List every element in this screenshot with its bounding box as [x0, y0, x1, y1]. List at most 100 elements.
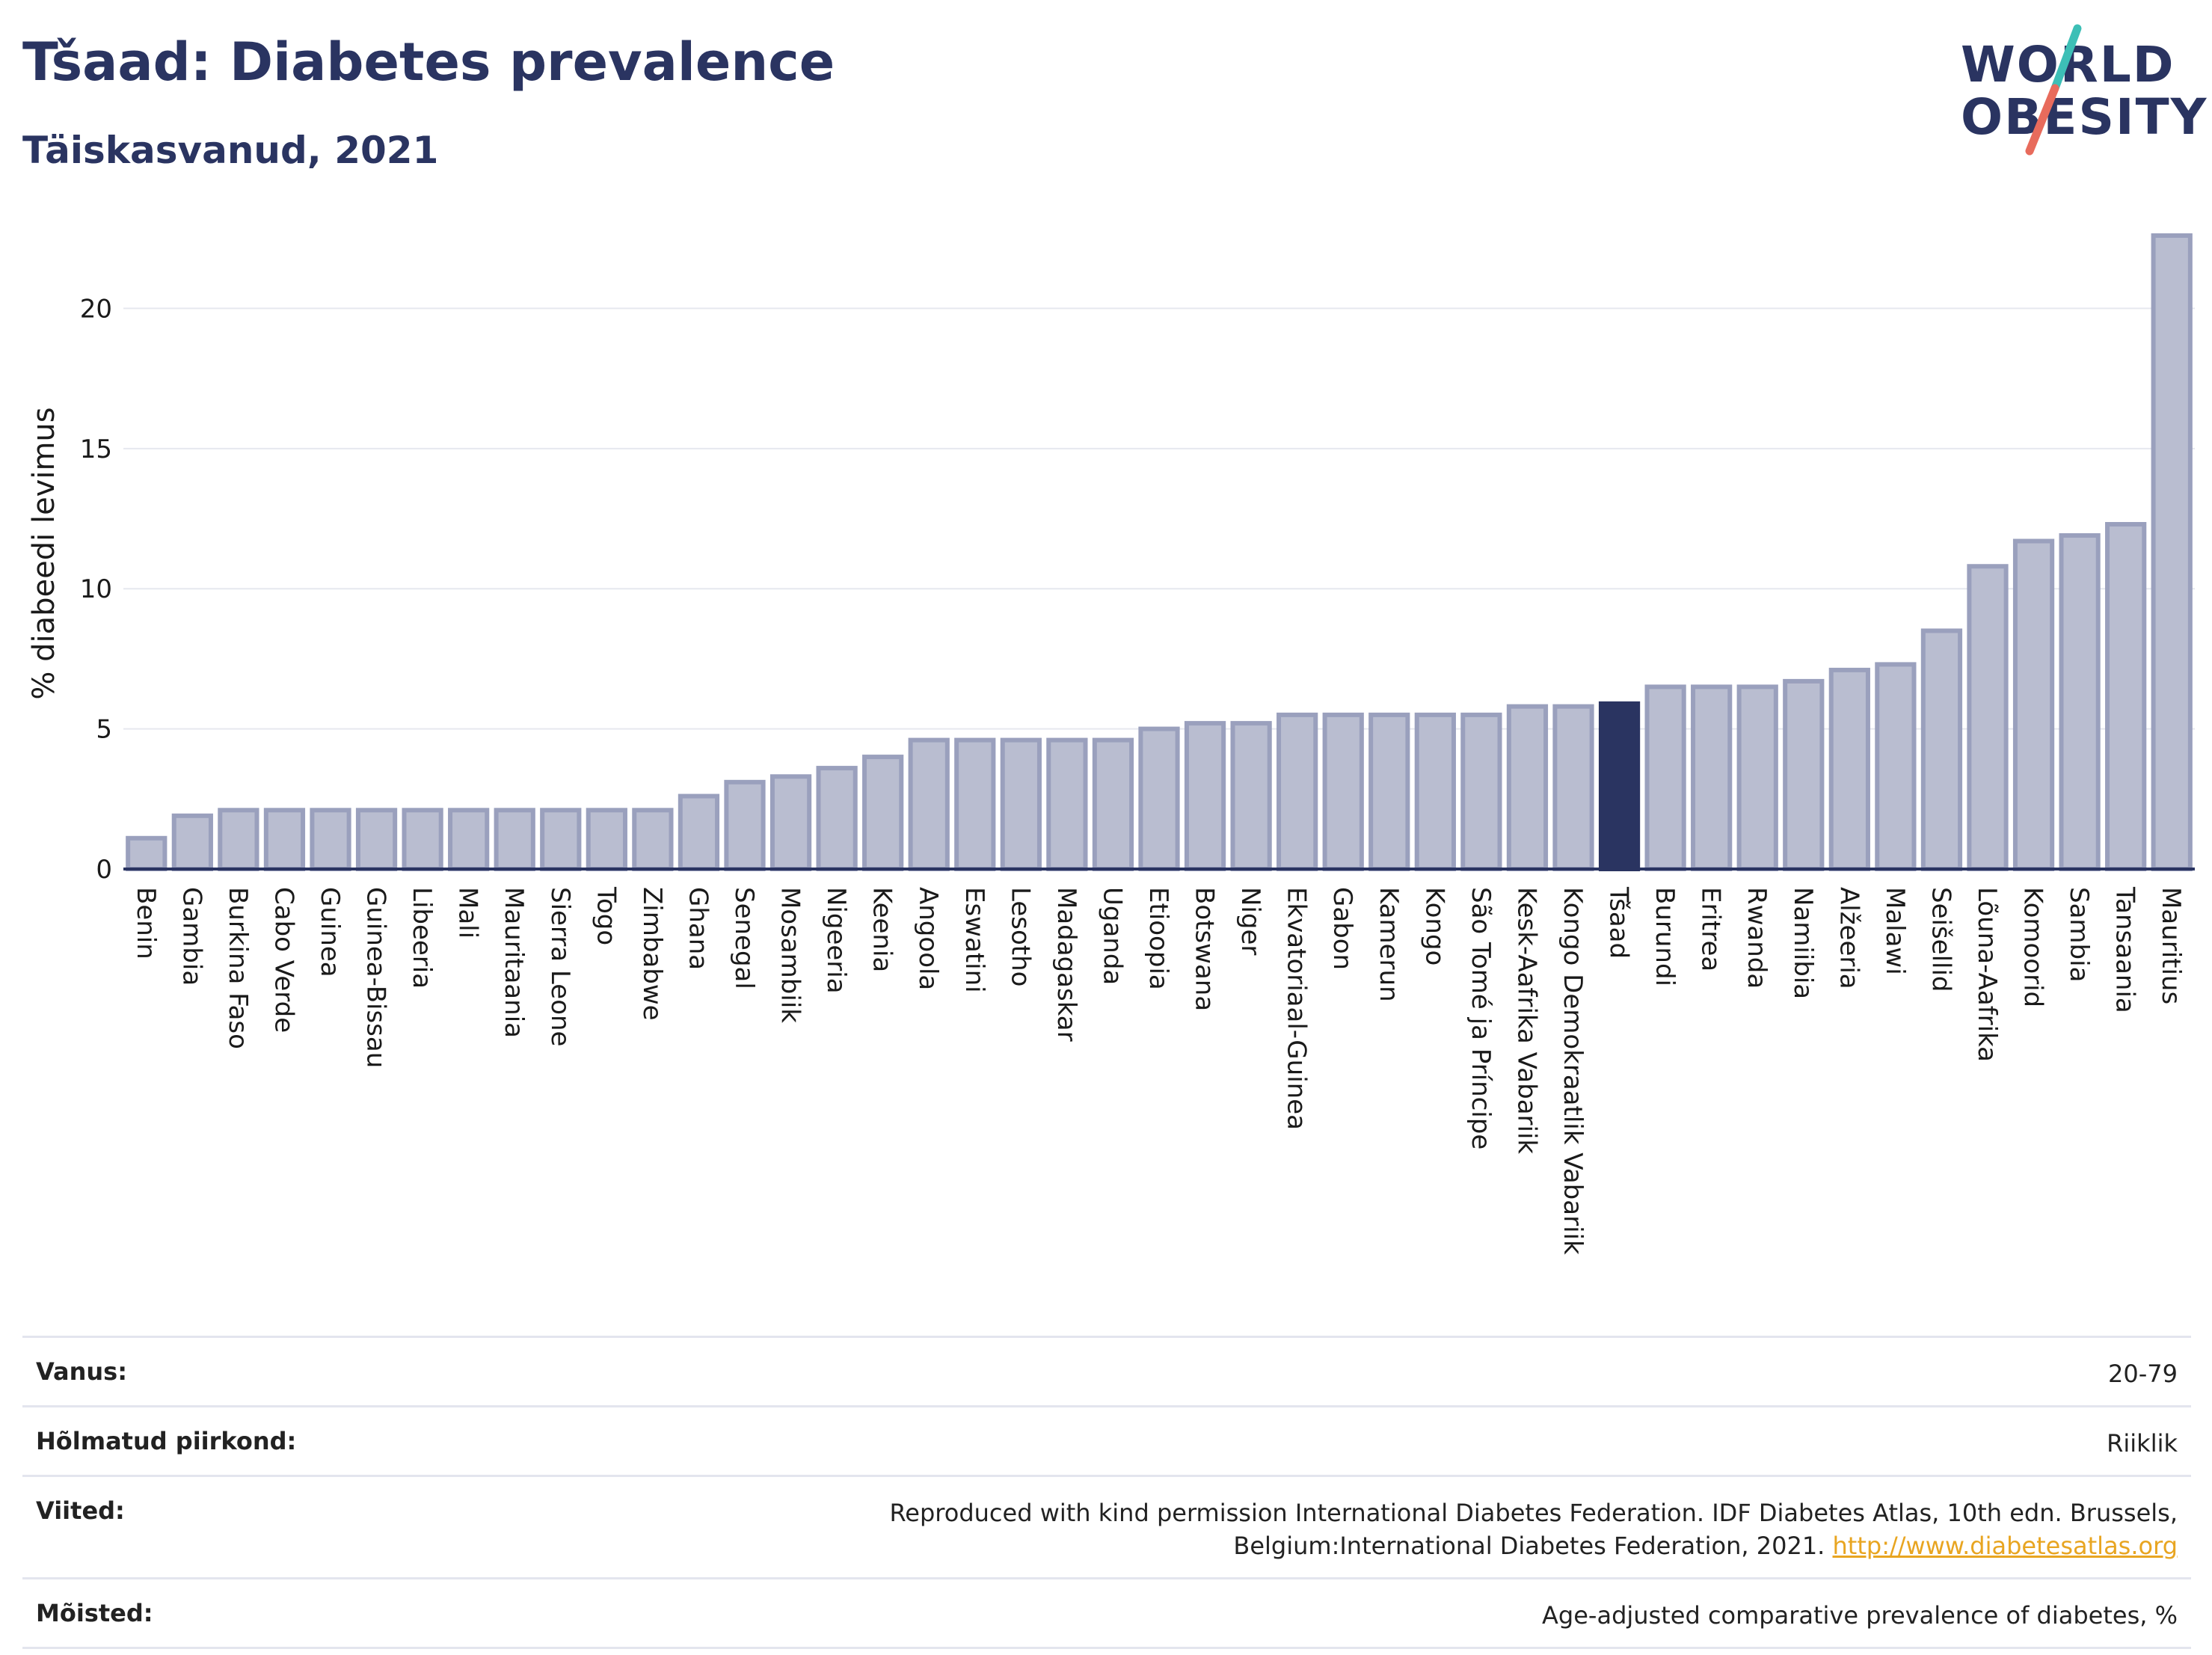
- bar: [908, 737, 950, 871]
- y-axis-title: % diabeedi levimus: [27, 407, 61, 699]
- y-tick-label: 5: [96, 715, 112, 745]
- x-tick-label: Sierra Leone: [545, 887, 575, 1046]
- chart-subtitle: Täiskasvanud, 2021: [22, 129, 439, 172]
- metadata-value-text: 20-79: [2108, 1360, 2178, 1388]
- x-tick-label: Tansaania: [2110, 886, 2140, 1013]
- x-tick-label: Kongo Demokraatlik Vabariik: [1558, 887, 1588, 1255]
- bar: [769, 774, 812, 872]
- bar: [171, 813, 213, 871]
- x-tick-label: Alžeeria: [1834, 887, 1864, 989]
- metadata-value: Riiklik: [2107, 1427, 2178, 1460]
- x-tick-label: Etioopia: [1143, 887, 1173, 990]
- metadata-label: Viited:: [36, 1496, 125, 1525]
- bar: [1691, 684, 1733, 871]
- bar: [1414, 712, 1456, 871]
- x-tick-label: Namiibia: [1788, 887, 1818, 999]
- world-obesity-logo: WORLD OBESITY: [1952, 22, 2206, 157]
- metadata-value: Reproduced with kind permission Internat…: [645, 1496, 2178, 1562]
- bar: [1644, 684, 1686, 871]
- metadata-label: Vanus:: [36, 1357, 128, 1386]
- x-tick-label: Eswatini: [959, 887, 989, 993]
- metadata-row: Vanus: 20-79: [22, 1336, 2191, 1405]
- metadata-value-text: Age-adjusted comparative prevalence of d…: [1542, 1601, 2178, 1630]
- bar: [2012, 538, 2055, 871]
- x-tick-label: Burundi: [1650, 887, 1680, 986]
- bar: [678, 793, 720, 871]
- bar: [816, 766, 858, 871]
- x-tick-label: Guinea-Bissau: [361, 887, 391, 1068]
- x-tick-label: Niger: [1235, 887, 1265, 955]
- bar: [1736, 684, 1778, 871]
- metadata-row: Mõisted: Age-adjusted comparative prevale…: [22, 1577, 2191, 1649]
- x-tick-label: Benin: [131, 887, 161, 959]
- x-tick-label: Seišellid: [1926, 887, 1956, 992]
- bar: [126, 835, 168, 872]
- x-tick-label: Mauritaania: [499, 887, 529, 1038]
- x-tick-label: São Tomé ja Príncipe: [1466, 887, 1496, 1149]
- bar: [1967, 564, 2009, 872]
- x-axis-labels: Benin Gambia Burkina Faso Cabo Verde Guinea G…: [131, 886, 2186, 1255]
- metadata-value-text: Reproduced with kind permission Internat…: [889, 1499, 2178, 1560]
- bar: [1230, 721, 1272, 871]
- x-tick-label: Libeeria: [407, 887, 437, 989]
- bar: [1276, 712, 1318, 871]
- bar: [1920, 628, 1963, 871]
- x-tick-label: Kesk-Aafrika Vabariik: [1511, 887, 1541, 1154]
- metadata-value: Age-adjusted comparative prevalence of d…: [1542, 1599, 2178, 1632]
- bar: [448, 808, 490, 871]
- x-tick-label: Eritrea: [1696, 887, 1726, 971]
- bar: [494, 808, 535, 871]
- x-tick-label: Ekvatoriaal-Guinea: [1282, 887, 1312, 1130]
- x-tick-label: Lesotho: [1005, 887, 1035, 986]
- x-tick-label: Tšaad: [1604, 886, 1634, 959]
- bar: [1184, 721, 1226, 871]
- bar: [310, 808, 351, 871]
- bar: [218, 808, 259, 871]
- bar: [1092, 737, 1134, 871]
- bar: [1322, 712, 1364, 871]
- bar: [402, 808, 443, 871]
- x-tick-label: Komoorid: [2018, 887, 2048, 1007]
- x-tick-label: Kongo: [1419, 887, 1449, 965]
- metadata-label: Hõlmatud piirkond:: [36, 1427, 297, 1455]
- bar: [1552, 704, 1594, 872]
- bar: [862, 755, 904, 872]
- y-tick-label: 10: [80, 574, 112, 604]
- x-tick-label: Malawi: [1880, 887, 1910, 975]
- x-tick-label: Keenia: [867, 887, 897, 972]
- bar: [2059, 533, 2101, 871]
- x-tick-label: Lõuna-Aafrika: [1972, 887, 2002, 1062]
- bar: [1598, 701, 1641, 871]
- bar: [1506, 704, 1549, 872]
- x-tick-label: Mauritius: [2156, 887, 2186, 1004]
- metadata-value: 20-79: [2108, 1357, 2178, 1390]
- x-tick-label: Gabon: [1327, 887, 1357, 970]
- x-tick-label: Sambia: [2064, 887, 2094, 982]
- bar: [1875, 662, 1917, 871]
- bar: [1783, 678, 1825, 871]
- x-tick-label: Rwanda: [1742, 887, 1772, 989]
- logo-line-2: OBESITY: [1961, 88, 2208, 146]
- x-tick-label: Ghana: [683, 887, 713, 970]
- metadata-value-text: Riiklik: [2107, 1429, 2178, 1458]
- bar: [355, 808, 398, 871]
- bar: [2105, 522, 2147, 871]
- y-tick-label: 15: [80, 435, 112, 464]
- metadata-table: Vanus: 20-79 Hõlmatud piirkond: Riiklik Viit…: [22, 1336, 2191, 1649]
- x-tick-label: Uganda: [1097, 887, 1127, 985]
- y-tick-label: 0: [96, 855, 112, 885]
- x-tick-label: Mali: [453, 887, 483, 939]
- bar: [1460, 712, 1502, 871]
- bar: [724, 779, 766, 871]
- metadata-row: Viited: Reproduced with kind permission I…: [22, 1475, 2191, 1577]
- x-tick-label: Senegal: [729, 887, 759, 989]
- x-tick-label: Togo: [591, 886, 621, 945]
- bar: [1138, 726, 1180, 872]
- x-tick-label: Burkina Faso: [223, 887, 253, 1049]
- x-tick-label: Guinea: [315, 887, 345, 977]
- bar: [632, 808, 674, 871]
- x-tick-label: Botswana: [1190, 887, 1220, 1011]
- bar: [540, 808, 582, 871]
- reference-link[interactable]: http://www.diabetesatlas.org: [1832, 1532, 2178, 1560]
- x-tick-label: Cabo Verde: [268, 887, 298, 1033]
